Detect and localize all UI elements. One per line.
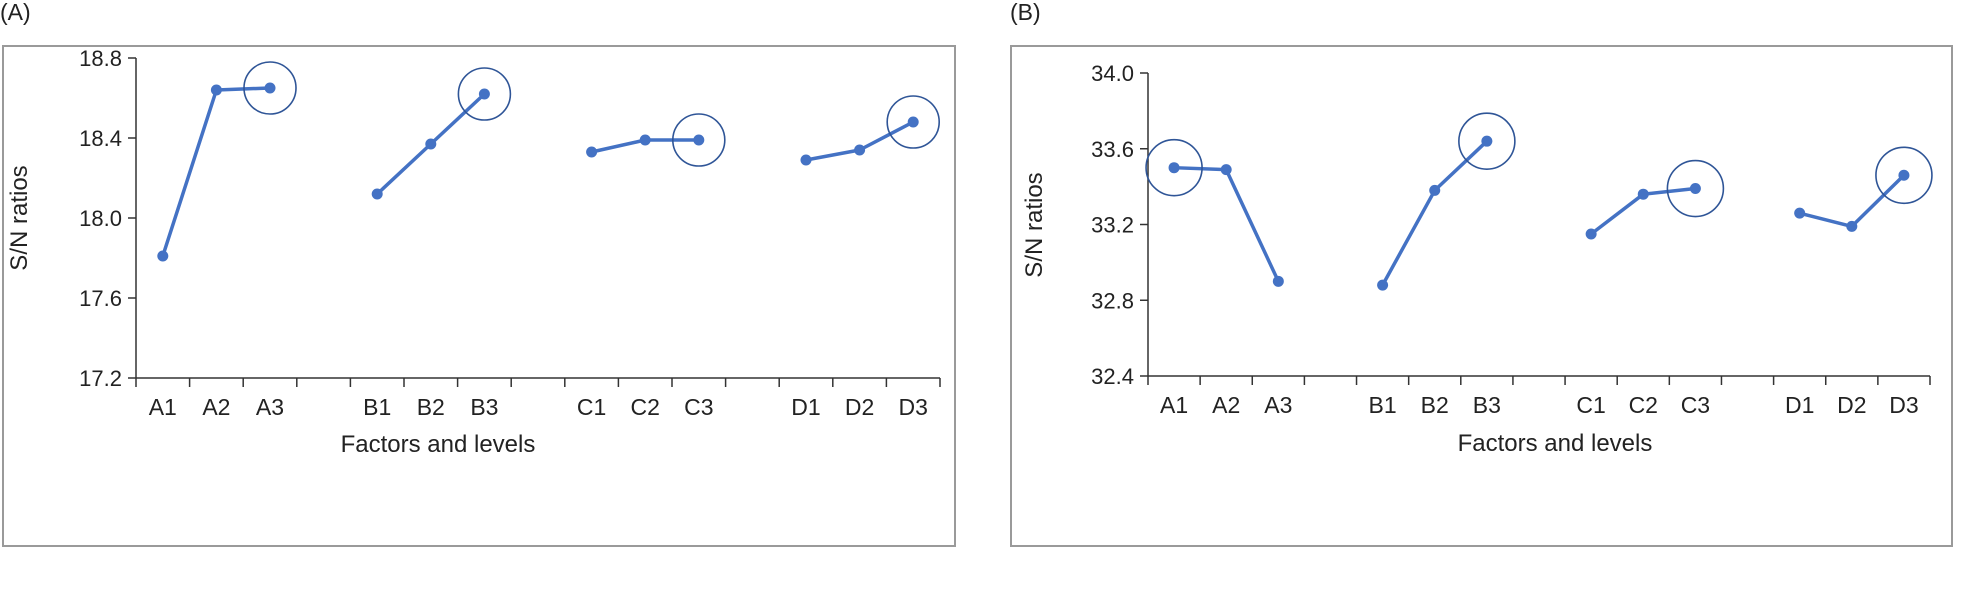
data-point: [1794, 207, 1806, 219]
y-tick-label: 33.2: [1091, 213, 1134, 238]
panel-label: (B): [1010, 0, 1041, 25]
x-axis-title: Factors and levels: [1458, 430, 1653, 457]
optimal-level-circle: [886, 95, 941, 149]
data-point: [693, 134, 705, 146]
y-tick-label: 17.6: [79, 286, 122, 311]
x-tick-label: A3: [1264, 392, 1292, 418]
x-tick-label: A2: [202, 394, 230, 420]
series-line: [1381, 139, 1489, 286]
x-tick-label: B3: [1473, 392, 1501, 418]
data-point: [1585, 228, 1597, 240]
data-point: [1377, 279, 1389, 291]
y-tick-label: 32.8: [1091, 288, 1134, 313]
x-tick-label: A1: [1160, 392, 1188, 418]
x-tick-label: A2: [1212, 392, 1240, 418]
series-line: [1799, 174, 1906, 229]
y-axis-title: S/N ratios: [6, 165, 33, 270]
x-tick-label: B1: [363, 394, 391, 420]
x-tick-label: D3: [1889, 392, 1918, 418]
data-point: [1898, 169, 1910, 181]
data-point: [1220, 164, 1232, 176]
x-tick-label: B1: [1369, 392, 1397, 418]
x-tick-label: D1: [791, 394, 820, 420]
y-tick-label: 17.2: [79, 366, 122, 391]
x-tick-label: C1: [577, 394, 606, 420]
chart-frame: [1010, 45, 1953, 547]
data-point: [210, 84, 222, 96]
data-point: [639, 134, 651, 146]
data-point: [1481, 135, 1493, 147]
y-tick-label: 33.6: [1091, 137, 1134, 162]
optimal-level-circle: [457, 67, 512, 121]
data-point: [157, 250, 169, 262]
data-point: [1429, 184, 1441, 196]
data-point: [425, 138, 437, 150]
y-tick-label: 18.4: [79, 126, 122, 151]
x-tick-label: D3: [898, 394, 927, 420]
x-tick-label: C3: [1681, 392, 1710, 418]
x-tick-label: C2: [630, 394, 659, 420]
optimal-level-circle: [1458, 112, 1516, 170]
x-tick-label: C1: [1576, 392, 1605, 418]
series-line: [161, 86, 271, 257]
data-point: [854, 144, 866, 156]
data-point: [1272, 275, 1284, 287]
x-axis-title: Factors and levels: [341, 431, 536, 458]
y-tick-label: 18.0: [79, 206, 122, 231]
chart-frame: [2, 45, 956, 547]
chart-panel-b: (B) 32.4 32.8 33.2 33.6 34.0 A1 A2 A3 B1 B2 B3 C1 C2 C…: [1010, 0, 1953, 547]
optimal-level-circle: [1666, 159, 1725, 218]
data-point: [478, 88, 490, 100]
y-tick-label: 32.4: [1091, 364, 1134, 389]
x-tick-label: D2: [1837, 392, 1866, 418]
data-point: [371, 188, 383, 200]
optimal-level-circle: [243, 61, 297, 115]
y-tick-label: 18.8: [79, 46, 122, 71]
optimal-level-circle: [1145, 138, 1203, 197]
x-tick-label: A1: [149, 394, 177, 420]
data-point: [1168, 162, 1180, 174]
data-point: [800, 154, 812, 166]
x-tick-label: B3: [470, 394, 498, 420]
panel-label: (A): [0, 0, 31, 25]
chart-panel-a: (A) 17.2 17.6 18.0 18.4 18.8 A1 A2 A3 B1 B2 B3 C1 C2 C…: [0, 0, 956, 547]
y-axis-title: S/N ratios: [1021, 172, 1048, 277]
x-tick-label: A3: [256, 394, 284, 420]
data-point: [1637, 188, 1649, 200]
y-tick-label: 34.0: [1091, 61, 1134, 86]
optimal-level-circle: [671, 113, 726, 167]
x-tick-label: D1: [1785, 392, 1814, 418]
x-tick-label: B2: [1421, 392, 1449, 418]
data-point: [1846, 220, 1858, 232]
optimal-level-circle: [1875, 146, 1933, 205]
x-tick-label: B2: [417, 394, 445, 420]
x-tick-label: C3: [684, 394, 713, 420]
x-tick-label: D2: [845, 394, 874, 420]
series-line: [1174, 165, 1280, 283]
data-point: [586, 146, 598, 158]
data-point: [264, 82, 276, 94]
data-point: [1689, 183, 1701, 195]
data-point: [907, 116, 919, 128]
x-tick-label: C2: [1629, 392, 1658, 418]
